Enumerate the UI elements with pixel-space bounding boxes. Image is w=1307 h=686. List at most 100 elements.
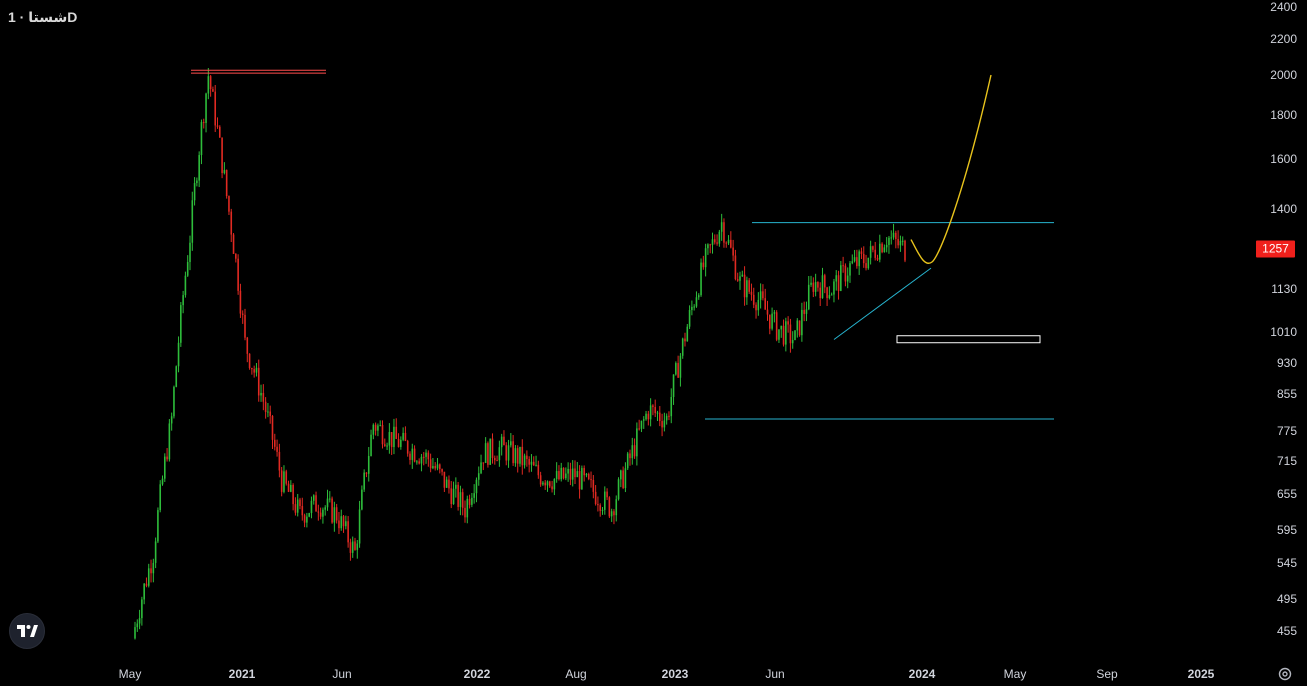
candle-body [574, 468, 576, 478]
candle-body [239, 290, 242, 314]
candle-body [345, 521, 347, 527]
price-tick-label: 2000 [1270, 68, 1297, 82]
candle-body [319, 512, 322, 517]
candle-body [860, 251, 863, 254]
candle-body [812, 282, 815, 292]
candle-body [581, 468, 583, 490]
candle-body [482, 462, 485, 464]
candle-body [161, 478, 164, 485]
candle-body [617, 479, 620, 500]
candle-body [310, 500, 313, 514]
candle-body [872, 246, 874, 250]
candle-body [654, 407, 657, 414]
tradingview-logo-icon[interactable] [9, 613, 45, 649]
ascending-trendline[interactable] [833, 267, 932, 340]
candle-body [306, 516, 308, 523]
last-price-badge: 1257 [1256, 240, 1295, 258]
candle-body [878, 243, 881, 260]
candle-body [466, 498, 469, 518]
candle-body [372, 424, 375, 435]
candle-body [590, 479, 592, 481]
candle-body [388, 432, 391, 446]
candle-body [168, 423, 171, 460]
candle-body [585, 473, 588, 476]
price-tick-label: 1130 [1271, 282, 1297, 296]
candle-body [159, 484, 162, 511]
candle-body [539, 475, 542, 485]
candle-body [727, 239, 730, 244]
time-tick-label: 2022 [463, 667, 491, 681]
candle-body [869, 246, 872, 258]
candle-body [603, 491, 606, 510]
candle-body [535, 464, 537, 466]
candle-body [301, 506, 304, 516]
candle-body [691, 306, 693, 311]
candle-body [255, 367, 258, 373]
candle-body [457, 484, 459, 507]
candle-body [679, 355, 682, 378]
candle-body [670, 397, 673, 417]
target-zone-box[interactable] [896, 335, 1041, 344]
candle-body [205, 93, 207, 123]
candle-body [686, 326, 689, 342]
candle-body [629, 453, 631, 459]
candle-body [328, 498, 331, 500]
candle-body [681, 338, 684, 356]
candle-body [237, 258, 239, 291]
candle-body [322, 509, 324, 517]
symbol-title[interactable]: شستا · 1D [8, 9, 78, 25]
candle-body [241, 313, 244, 315]
candle-body [702, 262, 705, 268]
candle-body [177, 342, 180, 367]
candle-body [778, 329, 780, 340]
candle-body [491, 438, 494, 458]
candle-body [734, 255, 737, 280]
candle-body [750, 291, 753, 295]
candle-body [383, 444, 386, 446]
candle-body [248, 353, 251, 369]
candle-body [416, 461, 418, 463]
candle-body [856, 257, 858, 267]
candle-body [184, 275, 187, 296]
candle-body [810, 282, 812, 285]
candle-body [537, 464, 540, 476]
candle-body [351, 541, 354, 553]
candle-body [198, 155, 200, 181]
candle-body [652, 405, 654, 408]
candle-body [736, 279, 739, 281]
candle-body [218, 126, 221, 138]
candle-body [833, 281, 835, 295]
candle-body [597, 504, 599, 506]
candle-body [498, 447, 501, 461]
candle-body [510, 441, 512, 446]
gear-icon[interactable] [1277, 666, 1293, 682]
candle-body [324, 507, 327, 510]
candle-body [661, 421, 663, 428]
candle-body [145, 583, 148, 586]
candle-body [379, 424, 382, 426]
candle-body [700, 262, 702, 296]
candle-body [349, 542, 352, 553]
projection-curve[interactable] [910, 74, 992, 264]
candle-body [844, 265, 847, 282]
candle-body [294, 504, 297, 513]
candle-body [452, 488, 455, 505]
candle-body [202, 122, 205, 124]
tradingview-logo-glyph [17, 625, 38, 637]
candle-body [526, 455, 528, 459]
candle-body [895, 232, 897, 239]
candle-body [514, 448, 517, 464]
candle-body [578, 471, 581, 490]
candle-body [257, 367, 260, 396]
candle-body [420, 456, 423, 464]
candle-body [303, 515, 306, 523]
candle-body [418, 461, 420, 464]
candle-body [665, 415, 668, 421]
candle-body [897, 238, 899, 246]
candle-body [656, 412, 659, 414]
candle-body [312, 495, 315, 501]
candle-body [358, 509, 361, 544]
candle-body [287, 483, 290, 492]
